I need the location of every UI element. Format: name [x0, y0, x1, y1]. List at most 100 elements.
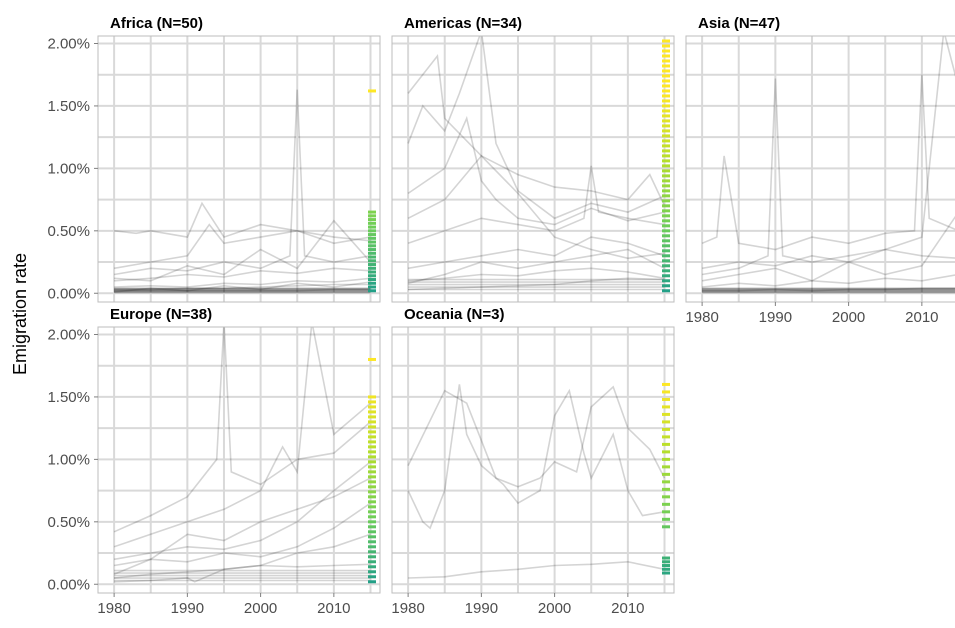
rug-mark — [368, 445, 376, 449]
series-line — [114, 219, 372, 282]
x-tick-label: 2000 — [538, 600, 571, 617]
series-line — [114, 277, 371, 288]
rug-mark — [368, 214, 376, 218]
rug-mark — [368, 460, 376, 464]
rug-mark — [368, 289, 376, 293]
rug-mark — [662, 450, 670, 454]
rug-mark — [662, 104, 670, 108]
rug-mark — [662, 164, 670, 168]
rug-mark — [662, 259, 670, 263]
y-tick-label: 2.00% — [47, 326, 90, 343]
rug-mark — [662, 129, 670, 133]
x-tick-label: 1980 — [391, 600, 424, 617]
series-line — [408, 267, 665, 282]
rug-mark — [368, 520, 376, 524]
panel-title: Europe (N=38) — [110, 306, 212, 323]
rug-mark — [368, 490, 376, 494]
rug-mark — [662, 204, 670, 208]
rug-mark — [662, 44, 670, 48]
y-axis-title: Emigration rate — [10, 253, 30, 375]
series-line — [114, 281, 371, 293]
rug-mark — [662, 94, 670, 98]
panel-title: Americas (N=34) — [404, 15, 522, 32]
rug-mark — [368, 229, 376, 233]
rug-mark — [368, 278, 376, 282]
series-group — [113, 327, 376, 584]
series-line — [113, 327, 372, 548]
rug-mark — [368, 495, 376, 499]
rug-mark — [368, 285, 376, 289]
rug-mark — [662, 169, 670, 173]
x-tick-label: 2010 — [317, 600, 350, 617]
y-tick-label: 1.50% — [47, 98, 90, 115]
panel-border — [685, 35, 955, 303]
rug-mark — [662, 254, 670, 258]
series-line — [701, 215, 955, 282]
rug-mark — [662, 274, 670, 278]
y-tick-label: 0.00% — [47, 285, 90, 302]
rug-mark — [662, 184, 670, 188]
rug-mark — [662, 525, 670, 529]
x-tick-label: 1990 — [759, 309, 792, 326]
series-group — [407, 36, 670, 293]
rug-mark — [662, 79, 670, 83]
series-line — [114, 563, 371, 579]
series-group — [407, 382, 670, 579]
rug-mark — [662, 39, 670, 43]
rug-mark — [662, 179, 670, 183]
rug-mark — [662, 457, 670, 461]
rug-mark — [368, 255, 376, 259]
rug-mark — [662, 289, 670, 293]
rug-mark — [662, 219, 670, 223]
rug-mark — [368, 218, 376, 222]
rug-mark — [662, 74, 670, 78]
rug-mark — [662, 571, 670, 575]
x-tick-label: 1990 — [465, 600, 498, 617]
series-line — [407, 384, 665, 530]
rug-mark — [368, 251, 376, 255]
series-line — [701, 78, 955, 276]
rug-mark — [662, 209, 670, 213]
rug-mark — [368, 236, 376, 240]
rug-mark — [662, 397, 670, 401]
rug-mark — [368, 455, 376, 459]
x-tick-label: 1990 — [171, 600, 204, 617]
series-line — [407, 236, 665, 270]
series-line — [701, 36, 955, 270]
series-line — [407, 154, 665, 260]
series-line — [113, 327, 372, 533]
y-tick-label: 0.50% — [47, 223, 90, 240]
panel-5: Oceania (N=3) 1980 1990 2000 2010 — [391, 306, 675, 617]
rug-mark — [368, 270, 376, 274]
rug-mark — [368, 248, 376, 252]
rug-mark — [662, 264, 670, 268]
rug-mark — [662, 119, 670, 123]
rug-mark — [368, 395, 376, 399]
rug-mark — [368, 450, 376, 454]
rug-mark — [368, 525, 376, 529]
x-tick-label: 2000 — [832, 309, 865, 326]
series-line — [408, 277, 665, 291]
y-tick-label: 2.00% — [47, 35, 90, 52]
rug-mark — [662, 149, 670, 153]
rug-mark — [662, 420, 670, 424]
series-line — [407, 36, 665, 220]
rug-mark — [368, 510, 376, 514]
rug-mark — [368, 89, 376, 93]
series-line — [113, 502, 371, 567]
rug-mark — [662, 567, 670, 571]
rug-mark — [662, 269, 670, 273]
rug-mark — [368, 210, 376, 214]
series-group — [701, 36, 955, 294]
x-tick-label: 1980 — [685, 309, 718, 326]
rug-mark — [662, 194, 670, 198]
rug-mark — [368, 259, 376, 263]
rug-mark — [662, 502, 670, 506]
rug-mark — [662, 284, 670, 288]
rug-mark — [662, 89, 670, 93]
rug-mark — [662, 114, 670, 118]
rug-mark — [368, 565, 376, 569]
y-tick-label: 1.50% — [47, 389, 90, 406]
rug-mark — [368, 281, 376, 285]
